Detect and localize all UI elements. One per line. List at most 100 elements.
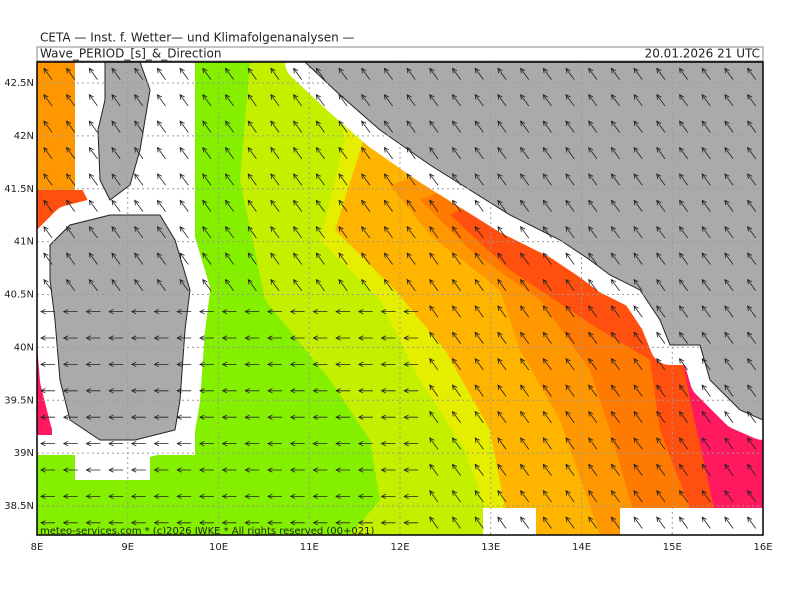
direction-arrow	[111, 146, 121, 160]
direction-arrow	[678, 252, 689, 265]
land	[49, 62, 763, 441]
direction-arrow	[565, 463, 575, 476]
direction-arrow	[520, 358, 530, 371]
direction-arrow	[270, 278, 280, 292]
lat-label: 40.5N	[4, 290, 34, 301]
direction-arrow	[247, 146, 257, 160]
direction-arrow	[247, 67, 257, 80]
direction-arrow	[747, 226, 757, 239]
map-area	[37, 62, 763, 535]
direction-arrow	[542, 358, 552, 371]
direction-arrow	[270, 120, 280, 133]
direction-arrow	[451, 94, 462, 107]
direction-arrow	[134, 67, 144, 80]
direction-arrow	[403, 520, 419, 526]
direction-arrow	[221, 388, 237, 394]
direction-arrow	[451, 67, 462, 80]
direction-arrow	[66, 278, 76, 292]
direction-arrow	[338, 173, 348, 186]
sea-nodata	[483, 508, 536, 535]
direction-arrow	[176, 335, 192, 341]
direction-arrow	[338, 252, 348, 265]
direction-arrow	[361, 252, 371, 265]
direction-arrow	[176, 414, 192, 420]
direction-arrow	[542, 410, 552, 424]
direction-arrow	[293, 252, 303, 265]
direction-arrow	[335, 335, 351, 341]
direction-arrow	[66, 67, 76, 80]
direction-arrow	[108, 493, 124, 500]
direction-arrow	[267, 308, 282, 315]
direction-arrow	[656, 120, 666, 133]
direction-arrow	[361, 94, 371, 107]
direction-arrow	[724, 384, 734, 397]
direction-arrow	[678, 410, 689, 424]
direction-arrow	[701, 410, 711, 424]
direction-arrow	[451, 463, 462, 476]
direction-arrow	[224, 226, 235, 239]
direction-arrow	[335, 361, 351, 368]
direction-arrow	[134, 120, 144, 133]
direction-arrow	[610, 199, 620, 212]
direction-arrow	[357, 414, 373, 420]
direction-arrow	[497, 437, 507, 450]
direction-arrow	[678, 146, 689, 160]
direction-arrow	[130, 308, 146, 315]
direction-arrow	[497, 305, 507, 318]
direction-arrow	[610, 146, 620, 160]
direction-arrow	[678, 384, 689, 397]
direction-arrow	[357, 520, 373, 526]
direction-arrow	[429, 437, 439, 450]
direction-arrow	[43, 120, 53, 133]
direction-arrow	[656, 410, 666, 424]
direction-arrow	[656, 278, 666, 292]
direction-arrow	[40, 493, 55, 500]
lat-label: 38.5N	[4, 501, 34, 512]
direction-arrow	[156, 94, 166, 107]
direction-arrow	[289, 493, 305, 500]
direction-arrow	[289, 388, 305, 394]
direction-arrow	[202, 252, 212, 265]
direction-arrow	[361, 146, 371, 160]
direction-arrow	[520, 173, 530, 186]
direction-arrow	[40, 361, 55, 368]
direction-arrow	[565, 120, 575, 133]
lon-label: 12E	[390, 542, 409, 553]
direction-arrow	[656, 252, 666, 265]
direction-arrow	[66, 94, 76, 107]
direction-arrow	[610, 278, 620, 292]
direction-arrow	[474, 146, 484, 160]
direction-arrow	[656, 173, 666, 186]
direction-arrow	[588, 331, 598, 344]
direction-arrow	[315, 67, 325, 80]
direction-arrow	[179, 252, 189, 265]
direction-arrow	[315, 120, 325, 133]
direction-arrow	[429, 120, 439, 133]
direction-arrow	[270, 67, 280, 80]
direction-arrow	[633, 437, 643, 450]
direction-arrow	[520, 331, 530, 344]
direction-arrow	[111, 226, 121, 239]
direction-arrow	[335, 467, 351, 473]
direction-arrow	[565, 199, 575, 212]
direction-arrow	[588, 516, 598, 529]
direction-arrow	[244, 440, 260, 447]
direction-arrow	[701, 120, 711, 133]
direction-arrow	[474, 490, 484, 503]
direction-arrow	[406, 146, 416, 160]
direction-arrow	[224, 199, 235, 212]
direction-arrow	[565, 490, 575, 503]
direction-arrow	[267, 335, 282, 341]
direction-arrow	[633, 305, 643, 318]
direction-arrow	[62, 467, 78, 473]
direction-arrow	[678, 226, 689, 239]
direction-arrow	[701, 463, 711, 476]
direction-arrow	[380, 440, 396, 447]
direction-arrow	[701, 199, 711, 212]
direction-arrow	[474, 120, 484, 133]
direction-arrow	[656, 331, 666, 344]
direction-arrow	[451, 410, 462, 424]
direction-arrow	[43, 278, 53, 292]
direction-arrow	[383, 226, 393, 239]
direction-arrow	[40, 520, 55, 526]
